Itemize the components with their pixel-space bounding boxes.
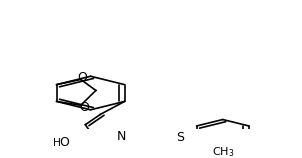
Text: N: N	[117, 131, 126, 143]
Text: H: H	[53, 138, 61, 148]
Text: O: O	[59, 136, 69, 149]
Text: S: S	[176, 131, 185, 144]
Text: O: O	[77, 71, 87, 84]
Text: CH$_3$: CH$_3$	[211, 146, 234, 158]
Text: O: O	[79, 101, 89, 114]
